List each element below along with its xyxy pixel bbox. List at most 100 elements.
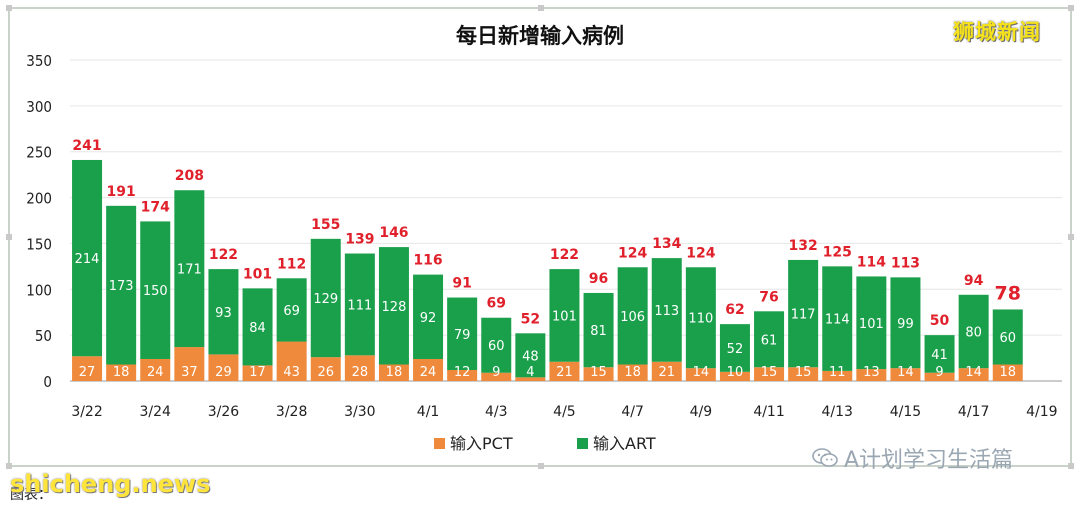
bar-pct-label: 10	[727, 365, 744, 380]
bar-pct-label: 9	[935, 365, 943, 380]
bar-pct	[276, 341, 307, 381]
bar-pct	[344, 355, 375, 381]
bar-total-label: 76	[759, 289, 778, 305]
bar-pct	[788, 367, 819, 381]
bar-total-label: 132	[789, 238, 818, 254]
bar-pct	[174, 347, 205, 381]
resize-handle[interactable]	[6, 234, 12, 240]
bar-art-label: 69	[283, 304, 300, 319]
bar-art	[719, 324, 750, 372]
y-tick-label: 50	[35, 327, 52, 345]
bar-art	[958, 294, 989, 369]
bar-total-label: 91	[452, 276, 471, 292]
bar-art-label: 48	[522, 349, 539, 364]
bar-pct	[481, 372, 512, 381]
resize-handle[interactable]	[1068, 234, 1074, 240]
bar-pct	[447, 369, 478, 381]
bar-art-label: 101	[859, 317, 884, 332]
x-tick-label: 4/11	[753, 404, 784, 420]
legend-label: 输入ART	[593, 434, 656, 453]
resize-handle[interactable]	[6, 463, 12, 469]
bar-pct-label: 24	[147, 365, 164, 380]
bar-art-label: 150	[143, 284, 168, 299]
bar-art	[651, 258, 682, 362]
bar-pct	[72, 356, 103, 381]
bar-pct-label: 27	[79, 365, 96, 380]
bar-art-label: 60	[488, 339, 505, 354]
resize-handle[interactable]	[538, 5, 544, 11]
x-tick-label: 4/7	[621, 404, 644, 420]
bar-art-label: 129	[313, 292, 338, 307]
bar-art-label: 214	[75, 252, 100, 267]
bar-art	[276, 278, 307, 342]
bar-total-label: 139	[345, 232, 374, 248]
wechat-icon	[812, 448, 838, 467]
bar-total-label: 116	[413, 253, 442, 269]
bar-art-label: 101	[552, 309, 577, 324]
bar-art	[754, 311, 785, 368]
bar-total-label: 50	[930, 313, 950, 329]
site-watermark: shicheng.news	[10, 470, 211, 498]
bar-pct-label: 18	[113, 365, 130, 380]
x-tick-label: 4/15	[890, 404, 921, 420]
bar-pct-label: 15	[590, 365, 607, 380]
bar-total-label: 52	[521, 311, 540, 327]
resize-handle[interactable]	[6, 5, 12, 11]
bar-art-label: 171	[177, 263, 202, 278]
resize-handle[interactable]	[1068, 463, 1074, 469]
bar-total-label: 69	[487, 296, 506, 312]
bar-total-label: 174	[141, 199, 170, 215]
bar-art-label: 61	[761, 333, 778, 348]
y-tick-label: 0	[43, 373, 52, 391]
bar-pct	[992, 364, 1023, 381]
legend-swatch	[577, 438, 588, 449]
bar-art	[344, 253, 375, 356]
x-tick-label: 3/26	[208, 404, 240, 420]
bar-pct	[549, 361, 580, 381]
bar-art	[174, 190, 205, 348]
bar-total-label: 208	[175, 168, 204, 184]
bar-total-label: 62	[725, 302, 744, 318]
bar-pct-label: 17	[249, 365, 266, 380]
resize-handle[interactable]	[538, 463, 544, 469]
bar-art	[447, 297, 478, 370]
bar-art	[617, 267, 648, 365]
bar-art-label: 41	[931, 348, 948, 363]
bar-pct	[378, 364, 409, 381]
bar-art-label: 60	[999, 331, 1016, 346]
wechat-account: A计划学习生活篇	[812, 442, 1013, 474]
bar-art-label: 128	[382, 300, 407, 315]
bar-pct-label: 15	[795, 365, 812, 380]
bar-art	[515, 333, 546, 378]
bar-total-label: 78	[995, 282, 1021, 304]
brand-logo-text: 狮城新闻	[953, 20, 1041, 44]
x-tick-label: 4/5	[553, 404, 576, 420]
bar-pct	[958, 368, 989, 381]
bar-art-label: 52	[727, 342, 744, 357]
bar-total-label: 94	[964, 273, 984, 289]
bar-pct	[856, 369, 887, 381]
bar-art-label: 173	[109, 279, 134, 294]
bar-total-label: 155	[311, 217, 340, 233]
resize-handle[interactable]	[1068, 5, 1074, 11]
bar-art-label: 117	[791, 308, 816, 323]
bar-art	[208, 269, 239, 355]
bar-art-label: 93	[215, 306, 232, 321]
bar-art	[72, 159, 103, 357]
bar-pct-label: 15	[761, 365, 778, 380]
bar-art	[310, 238, 341, 358]
bar-total-label: 96	[589, 271, 608, 287]
bar-pct-label: 26	[317, 365, 334, 380]
x-tick-label: 4/9	[690, 404, 713, 420]
bar-pct	[140, 358, 171, 381]
bar-total-label: 191	[107, 184, 136, 200]
bar-pct-label: 14	[965, 365, 982, 380]
x-tick-label: 3/22	[71, 404, 102, 420]
x-tick-label: 4/1	[417, 404, 440, 420]
bar-art-label: 92	[420, 311, 437, 326]
bar-pct-label: 9	[492, 365, 500, 380]
bar-pct	[583, 367, 614, 381]
bar-pct-label: 12	[454, 365, 471, 380]
bar-pct-label: 18	[624, 365, 641, 380]
